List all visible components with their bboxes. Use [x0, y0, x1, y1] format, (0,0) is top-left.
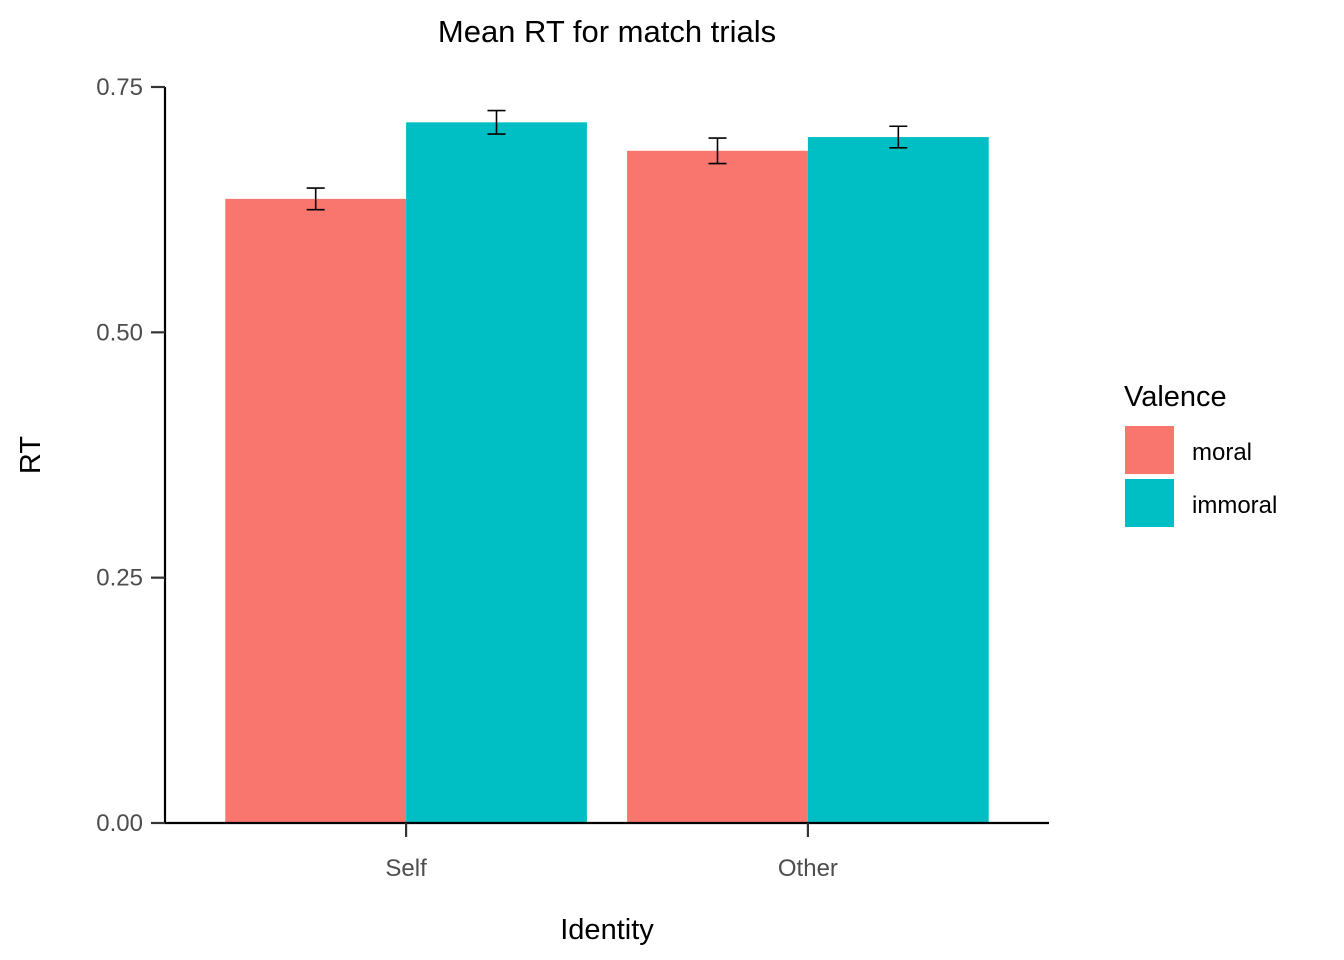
y-tick-label: 0.75: [96, 74, 143, 101]
bar-immoral-other: [807, 137, 989, 824]
bars-group: [225, 122, 989, 824]
y-tick-label: 0.25: [96, 565, 143, 592]
error-bar-moral-self: [306, 187, 325, 211]
x-axis-ticks: Self Other: [385, 823, 838, 882]
legend-swatch: [1125, 479, 1174, 527]
legend-items: moral immoral: [1125, 426, 1277, 527]
error-bars-group: [306, 109, 908, 211]
legend: Valence moral immoral: [1124, 381, 1277, 527]
plot-area: 0.00 0.25 0.50 0.75 Self Other: [96, 74, 1049, 882]
error-bar-immoral-other: [889, 125, 908, 149]
y-tick-label: 0.00: [96, 810, 143, 837]
x-axis-title: Identity: [560, 914, 654, 946]
legend-item-immoral: immoral: [1125, 479, 1277, 527]
error-bar-immoral-self: [487, 109, 506, 135]
x-tick-label-other: Other: [778, 855, 838, 882]
legend-swatch: [1125, 426, 1174, 474]
error-bar-moral-other: [708, 137, 727, 165]
legend-item-moral: moral: [1125, 426, 1252, 474]
legend-label: moral: [1192, 439, 1252, 466]
bar-immoral-self: [406, 122, 587, 823]
y-axis-ticks: 0.00 0.25 0.50 0.75: [96, 74, 165, 837]
chart-title: Mean RT for match trials: [438, 14, 776, 49]
x-tick-label-self: Self: [385, 855, 427, 882]
y-tick-label: 0.50: [96, 319, 143, 346]
legend-label: immoral: [1192, 492, 1277, 519]
bar-moral-other: [627, 150, 808, 823]
legend-title: Valence: [1124, 381, 1227, 413]
y-axis-title: RT: [15, 436, 47, 474]
bar-moral-self: [225, 198, 407, 823]
